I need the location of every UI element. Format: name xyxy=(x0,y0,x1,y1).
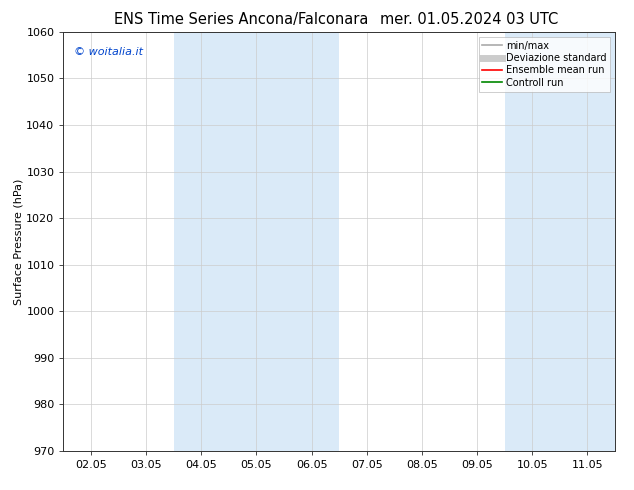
Text: mer. 01.05.2024 03 UTC: mer. 01.05.2024 03 UTC xyxy=(380,12,559,27)
Text: ENS Time Series Ancona/Falconara: ENS Time Series Ancona/Falconara xyxy=(113,12,368,27)
Bar xyxy=(174,32,339,451)
Legend: min/max, Deviazione standard, Ensemble mean run, Controll run: min/max, Deviazione standard, Ensemble m… xyxy=(479,37,610,92)
Bar xyxy=(505,32,634,451)
Text: © woitalia.it: © woitalia.it xyxy=(74,47,143,56)
Y-axis label: Surface Pressure (hPa): Surface Pressure (hPa) xyxy=(13,178,23,304)
